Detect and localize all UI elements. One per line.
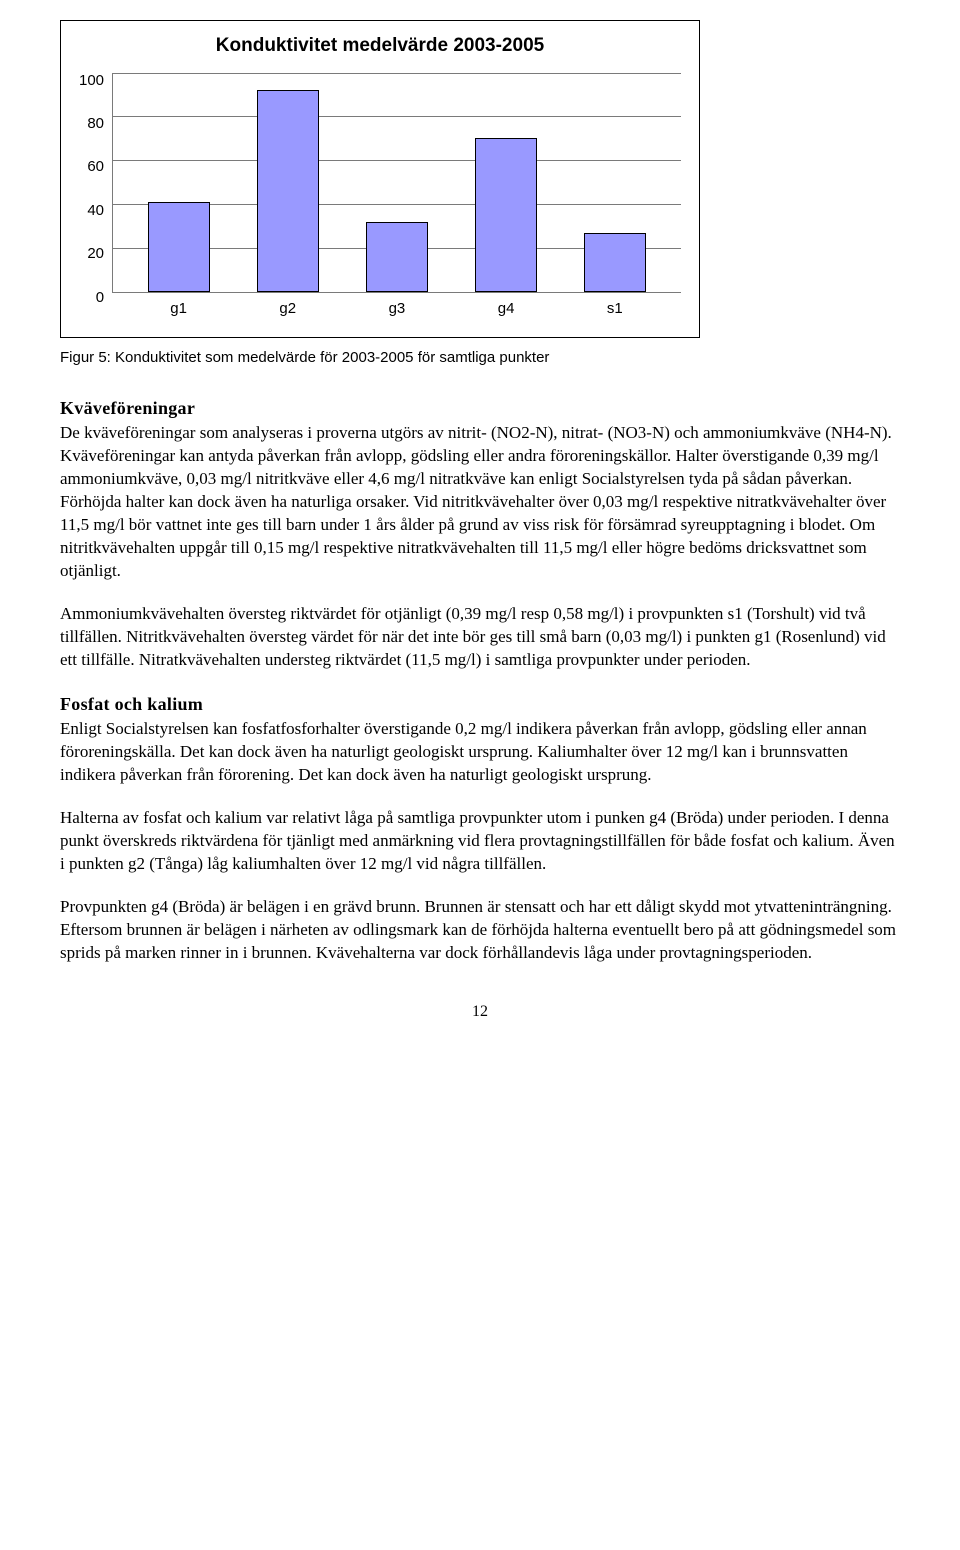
y-tick: 20 bbox=[79, 246, 104, 261]
paragraph: Enligt Socialstyrelsen kan fosfatfosforh… bbox=[60, 718, 900, 787]
x-tick: s1 bbox=[607, 299, 623, 319]
bar-g4 bbox=[475, 138, 537, 291]
x-tick: g1 bbox=[170, 299, 187, 319]
plot-area: g1 g2 g3 g4 s1 bbox=[112, 73, 681, 319]
y-tick: 60 bbox=[79, 159, 104, 174]
bars bbox=[113, 73, 681, 292]
y-tick: 40 bbox=[79, 203, 104, 218]
x-axis: g1 g2 g3 g4 s1 bbox=[112, 293, 681, 319]
y-tick: 0 bbox=[79, 290, 104, 305]
page-number: 12 bbox=[60, 1001, 900, 1023]
x-tick: g4 bbox=[498, 299, 515, 319]
bar-g2 bbox=[257, 90, 319, 291]
paragraph: Ammoniumkvävehalten översteg riktvärdet … bbox=[60, 603, 900, 672]
section-heading-kvaveforeningar: Kväveföreningar bbox=[60, 396, 900, 420]
y-tick: 80 bbox=[79, 116, 104, 131]
paragraph: Provpunkten g4 (Bröda) är belägen i en g… bbox=[60, 896, 900, 965]
chart-title: Konduktivitet medelvärde 2003-2005 bbox=[79, 33, 681, 59]
y-axis: 100 80 60 40 20 0 bbox=[79, 73, 112, 305]
chart-frame: Konduktivitet medelvärde 2003-2005 100 8… bbox=[60, 20, 700, 338]
bar-s1 bbox=[584, 233, 646, 292]
section-heading-fosfat-kalium: Fosfat och kalium bbox=[60, 692, 900, 716]
x-tick: g2 bbox=[279, 299, 296, 319]
paragraph: Halterna av fosfat och kalium var relati… bbox=[60, 807, 900, 876]
paragraph: De kväveföreningar som analyseras i prov… bbox=[60, 422, 900, 583]
bar-g3 bbox=[366, 222, 428, 292]
y-tick: 100 bbox=[79, 73, 104, 88]
chart-body: 100 80 60 40 20 0 g1 g2 g3 g4 s1 bbox=[79, 73, 681, 319]
bar-g1 bbox=[148, 202, 210, 292]
x-tick: g3 bbox=[389, 299, 406, 319]
figure-caption: Figur 5: Konduktivitet som medelvärde fö… bbox=[60, 348, 900, 368]
